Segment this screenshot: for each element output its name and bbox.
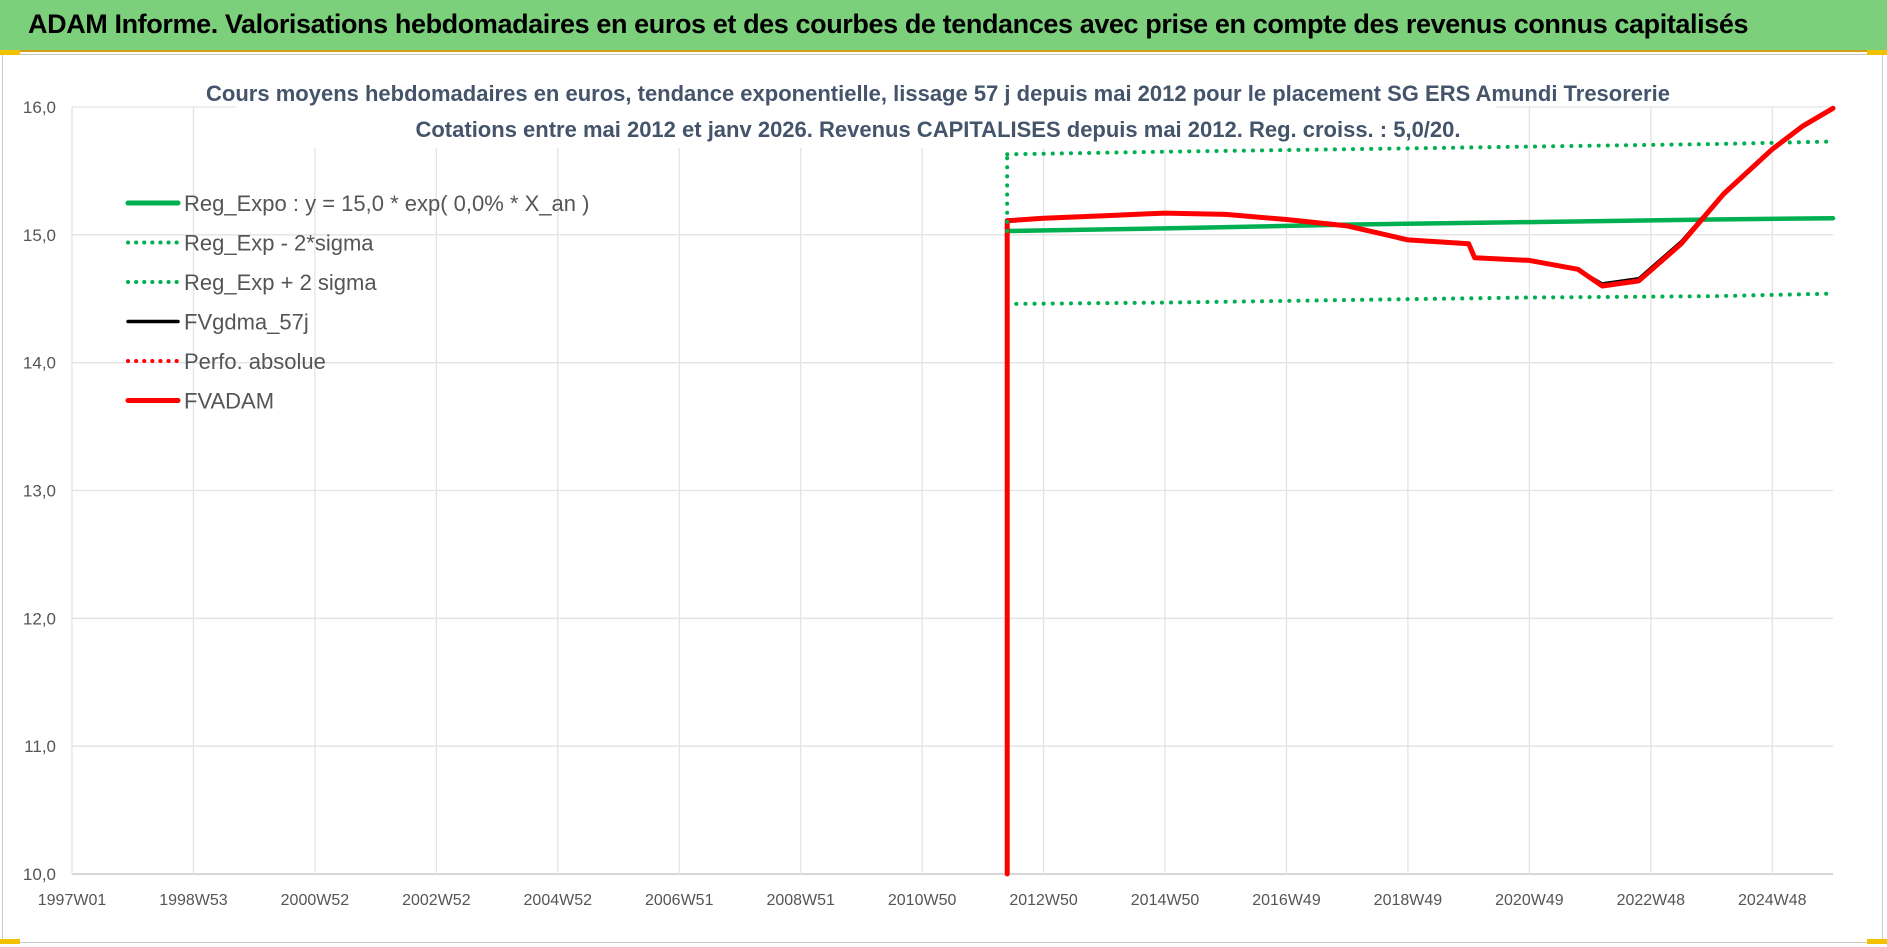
legend: Reg_Expo : y = 15,0 * exp( 0,0% * X_an )… xyxy=(125,191,589,414)
x-axis-ticks: 1997W01 1998W53 2000W52 2002W52 2004W52 2006W… xyxy=(38,892,1807,909)
legend-label-2: Reg_Exp + 2 sigma xyxy=(184,270,377,295)
y-tick-label: 13,0 xyxy=(23,482,56,501)
page-title: ADAM Informe. Valorisations hebdomadaire… xyxy=(28,9,1749,39)
series-line-1 xyxy=(1005,291,1835,306)
corner-accent-bl xyxy=(0,939,20,944)
legend-label-1: Reg_Exp - 2*sigma xyxy=(184,231,374,256)
x-tick-label: 2016W49 xyxy=(1252,892,1321,909)
grid xyxy=(71,106,1833,875)
x-tick-label: 2006W51 xyxy=(645,892,714,909)
corner-accent-tr xyxy=(1867,50,1887,55)
x-tick-label: 2024W48 xyxy=(1738,892,1807,909)
series-line-0 xyxy=(1004,215,1836,234)
header-bar: ADAM Informe. Valorisations hebdomadaire… xyxy=(0,0,1887,52)
chart-title-line-2: Cotations entre mai 2012 et janv 2026. R… xyxy=(415,117,1460,142)
legend-label-3: FVgdma_57j xyxy=(184,310,309,335)
y-tick-label: 12,0 xyxy=(23,609,56,628)
title-background xyxy=(236,82,1496,148)
legend-label-0: Reg_Expo : y = 15,0 * exp( 0,0% * X_an ) xyxy=(184,191,589,216)
y-axis-ticks: 10,0 11,0 12,0 13,0 14,0 15,0 16,0 xyxy=(23,98,56,884)
y-tick-label: 10,0 xyxy=(23,865,56,884)
y-tick-label: 11,0 xyxy=(24,737,56,756)
legend-label-4: Perfo. absolue xyxy=(184,349,326,374)
y-tick-label: 15,0 xyxy=(23,226,56,245)
series xyxy=(1004,105,1836,877)
x-tick-label: 2018W49 xyxy=(1374,892,1443,909)
y-tick-label: 14,0 xyxy=(23,354,56,373)
corner-accent-br xyxy=(1867,939,1887,944)
x-tick-label: 2020W49 xyxy=(1495,892,1564,909)
x-tick-label: 2012W50 xyxy=(1009,892,1078,909)
x-tick-label: 2000W52 xyxy=(281,892,350,909)
corner-accent-tl xyxy=(0,50,20,55)
chart-title-line-1: Cours moyens hebdomadaires en euros, ten… xyxy=(206,81,1670,106)
x-tick-label: 2002W52 xyxy=(402,892,471,909)
x-tick-label: 2014W50 xyxy=(1131,892,1200,909)
x-tick-label: 1998W53 xyxy=(159,892,228,909)
x-tick-label: 2010W50 xyxy=(888,892,957,909)
x-tick-label: 1997W01 xyxy=(38,892,107,909)
y-tick-label: 16,0 xyxy=(23,98,56,117)
x-tick-label: 2004W52 xyxy=(524,892,593,909)
x-tick-label: 2008W51 xyxy=(766,892,835,909)
legend-label-5: FVADAM xyxy=(184,389,274,414)
x-tick-label: 2022W48 xyxy=(1617,892,1686,909)
series-line-5 xyxy=(1004,105,1836,877)
